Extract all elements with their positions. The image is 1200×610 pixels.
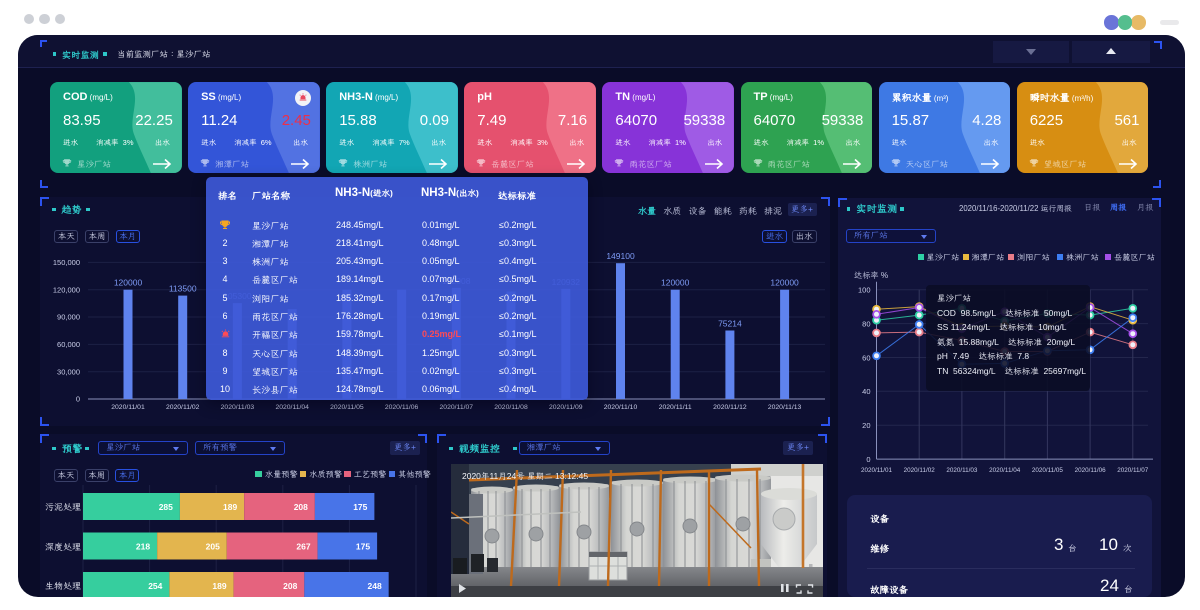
svg-text:2020/11/06: 2020/11/06 [385, 404, 419, 411]
svg-text:218: 218 [136, 541, 150, 551]
svg-text:2020/11/03: 2020/11/03 [946, 467, 978, 474]
svg-text:2020/11/02: 2020/11/02 [166, 404, 200, 411]
svg-text:2020/11/03: 2020/11/03 [221, 404, 255, 411]
svg-text:2020/11/09: 2020/11/09 [549, 404, 583, 411]
svg-text:75214: 75214 [718, 319, 742, 329]
svg-text:120000: 120000 [770, 278, 799, 288]
svg-text:0: 0 [76, 395, 80, 404]
svg-text:2020/11/07: 2020/11/07 [440, 404, 474, 411]
svg-text:30,000: 30,000 [57, 367, 80, 376]
svg-text:150,000: 150,000 [53, 258, 80, 267]
svg-text:2020/11/08: 2020/11/08 [494, 404, 528, 411]
svg-text:2020/11/12: 2020/11/12 [713, 404, 747, 411]
svg-text:120,000: 120,000 [53, 285, 80, 294]
svg-text:2020/11/01: 2020/11/01 [861, 467, 893, 474]
svg-text:80: 80 [862, 319, 870, 328]
svg-text:2020/11/04: 2020/11/04 [989, 467, 1021, 474]
svg-text:2020/11/13: 2020/11/13 [768, 404, 802, 411]
svg-text:254: 254 [148, 581, 162, 591]
svg-text:2020/11/06: 2020/11/06 [1075, 467, 1107, 474]
svg-text:175: 175 [356, 541, 370, 551]
svg-text:2020/11/10: 2020/11/10 [604, 404, 638, 411]
svg-text:149100: 149100 [606, 251, 635, 261]
svg-text:2020/11/01: 2020/11/01 [111, 404, 145, 411]
svg-text:208: 208 [283, 581, 297, 591]
svg-text:2020/11/07: 2020/11/07 [1117, 467, 1149, 474]
svg-text:2020/11/04: 2020/11/04 [275, 404, 309, 411]
svg-text:2020/11/11: 2020/11/11 [659, 404, 692, 411]
svg-text:120000: 120000 [661, 278, 690, 288]
svg-text:2020/11/05: 2020/11/05 [1032, 467, 1064, 474]
svg-text:205: 205 [206, 541, 220, 551]
svg-text:40: 40 [862, 387, 870, 396]
svg-text:189: 189 [223, 502, 237, 512]
svg-text:189: 189 [212, 581, 226, 591]
svg-text:285: 285 [159, 502, 173, 512]
svg-text:60: 60 [862, 353, 870, 362]
svg-text:208: 208 [294, 502, 308, 512]
svg-text:113500: 113500 [169, 284, 197, 294]
svg-text:90,000: 90,000 [57, 313, 80, 322]
svg-text:120000: 120000 [114, 278, 143, 288]
svg-text:20: 20 [862, 421, 870, 430]
svg-text:100: 100 [858, 286, 871, 295]
svg-text:0: 0 [866, 455, 870, 464]
svg-text:248: 248 [368, 581, 382, 591]
svg-text:2020/11/05: 2020/11/05 [330, 404, 364, 411]
svg-text:175: 175 [353, 502, 367, 512]
svg-text:267: 267 [296, 541, 310, 551]
svg-text:60,000: 60,000 [57, 340, 80, 349]
svg-text:2020/11/02: 2020/11/02 [904, 467, 936, 474]
